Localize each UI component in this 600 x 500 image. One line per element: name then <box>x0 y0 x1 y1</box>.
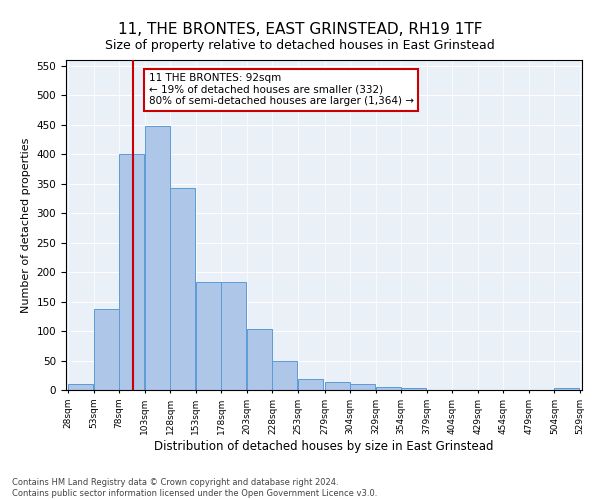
Bar <box>145 126 170 390</box>
Bar <box>298 380 323 390</box>
Bar <box>247 330 272 390</box>
Text: 11 THE BRONTES: 92sqm
← 19% of detached houses are smaller (332)
80% of semi-det: 11 THE BRONTES: 92sqm ← 19% of detached … <box>149 73 413 106</box>
Bar <box>554 388 580 390</box>
Bar <box>68 384 93 390</box>
Bar <box>196 282 221 390</box>
X-axis label: Distribution of detached houses by size in East Grinstead: Distribution of detached houses by size … <box>154 440 494 452</box>
Bar <box>325 382 350 390</box>
Bar <box>170 188 195 390</box>
Bar <box>272 360 298 390</box>
Text: Contains HM Land Registry data © Crown copyright and database right 2024.
Contai: Contains HM Land Registry data © Crown c… <box>12 478 377 498</box>
Bar <box>401 388 426 390</box>
Bar <box>350 384 375 390</box>
Bar <box>376 387 401 390</box>
Bar <box>94 308 119 390</box>
Bar <box>221 282 247 390</box>
Text: Size of property relative to detached houses in East Grinstead: Size of property relative to detached ho… <box>105 39 495 52</box>
Text: 11, THE BRONTES, EAST GRINSTEAD, RH19 1TF: 11, THE BRONTES, EAST GRINSTEAD, RH19 1T… <box>118 22 482 38</box>
Y-axis label: Number of detached properties: Number of detached properties <box>21 138 31 312</box>
Bar <box>119 154 144 390</box>
